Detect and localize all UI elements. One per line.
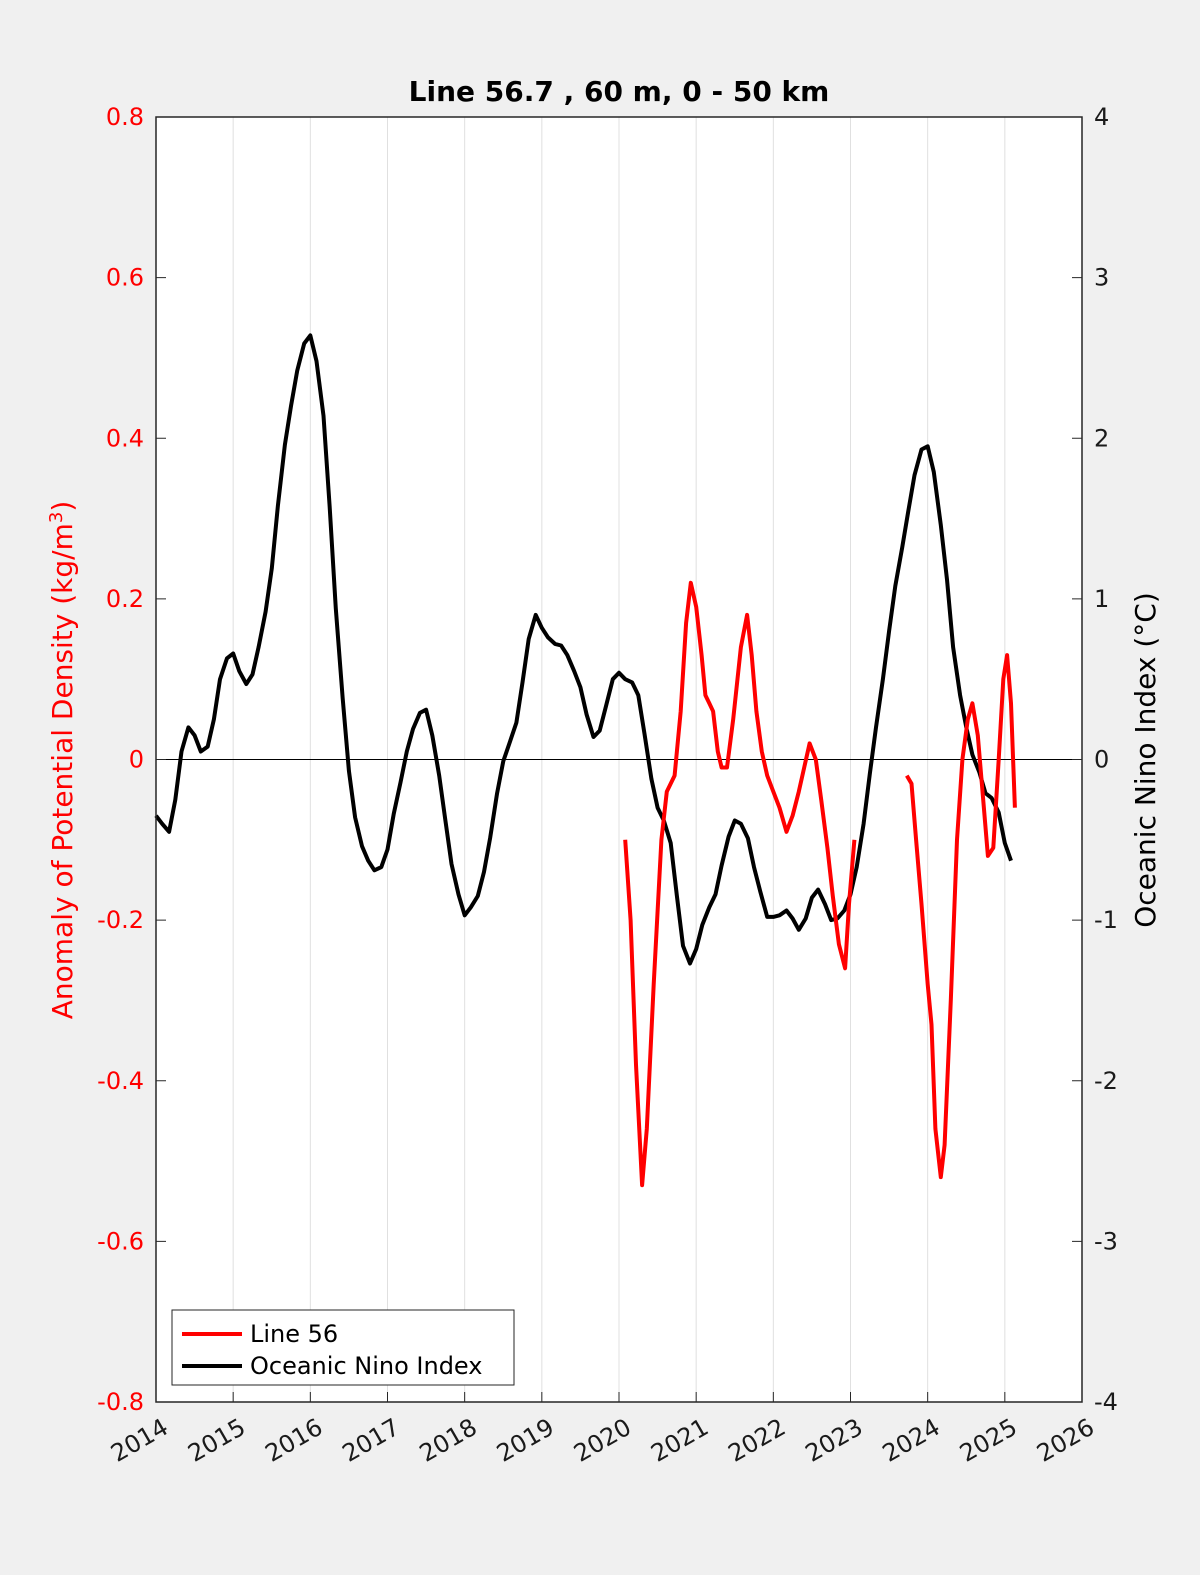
y-left-tick-label: 0 [129,746,144,774]
x-tick-label: 2014 [106,1413,173,1468]
x-tick-label: 2023 [801,1413,868,1468]
series-line-oceanic-nino-index [154,333,1013,966]
y-right-tick-label: -4 [1094,1388,1118,1416]
y-left-tick-label: -0.4 [97,1067,144,1095]
y-left-tick-label: -0.2 [97,906,144,934]
y-axis-label-left-close: ) [46,501,79,512]
x-tick-label: 2016 [260,1413,327,1468]
legend-label-line56: Line 56 [250,1320,338,1348]
y-right-tick-label: 3 [1094,264,1109,292]
y-right-tick-label: 2 [1094,424,1109,452]
y-axis-label-left-sup: 3 [46,512,67,523]
y-right-tick-label: -2 [1094,1067,1118,1095]
y-left-tick-label: 0.2 [106,585,144,613]
legend-box [171,1309,515,1386]
series-line-line56-segment-1 [623,580,857,1188]
chart-title: Line 56.7 , 60 m, 0 - 50 km [409,75,830,108]
y-left-tick-label: -0.8 [97,1388,144,1416]
x-tick-label: 2019 [492,1413,559,1468]
x-tick-label: 2018 [415,1413,482,1468]
y-left-tick-label: 0.6 [106,264,144,292]
x-tick-label: 2022 [723,1413,790,1468]
series-line-line56-segment-2 [905,653,1017,1180]
x-tick-label: 2024 [878,1413,945,1468]
x-tick-label: 2020 [569,1413,636,1468]
x-tick-label: 2025 [955,1413,1022,1468]
y-right-tick-label: 0 [1094,746,1109,774]
y-left-tick-label: 0.8 [106,103,144,131]
legend-label-oni: Oceanic Nino Index [250,1352,482,1380]
x-tick-label: 2015 [183,1413,250,1468]
y-right-tick-label: 4 [1094,103,1109,131]
y-right-tick-label: 1 [1094,585,1109,613]
y-axis-label-left: Anomaly of Potential Density (kg/m3) [46,501,79,1020]
y-right-tick-label: -3 [1094,1227,1118,1255]
legend: Line 56 Oceanic Nino Index [171,1309,515,1386]
y-axis-label-left-main: Anomaly of Potential Density (kg/m [46,523,79,1019]
y-left-tick-label: 0.4 [106,424,144,452]
y-axis-label-right: Oceanic Nino Index (°C) [1129,592,1162,928]
x-tick-label: 2017 [338,1413,405,1468]
y-right-tick-label: -1 [1094,906,1118,934]
series-layer [154,333,1017,1188]
y-left-tick-label: -0.6 [97,1227,144,1255]
x-tick-label: 2021 [646,1413,713,1468]
x-tick-label: 2026 [1032,1413,1099,1468]
